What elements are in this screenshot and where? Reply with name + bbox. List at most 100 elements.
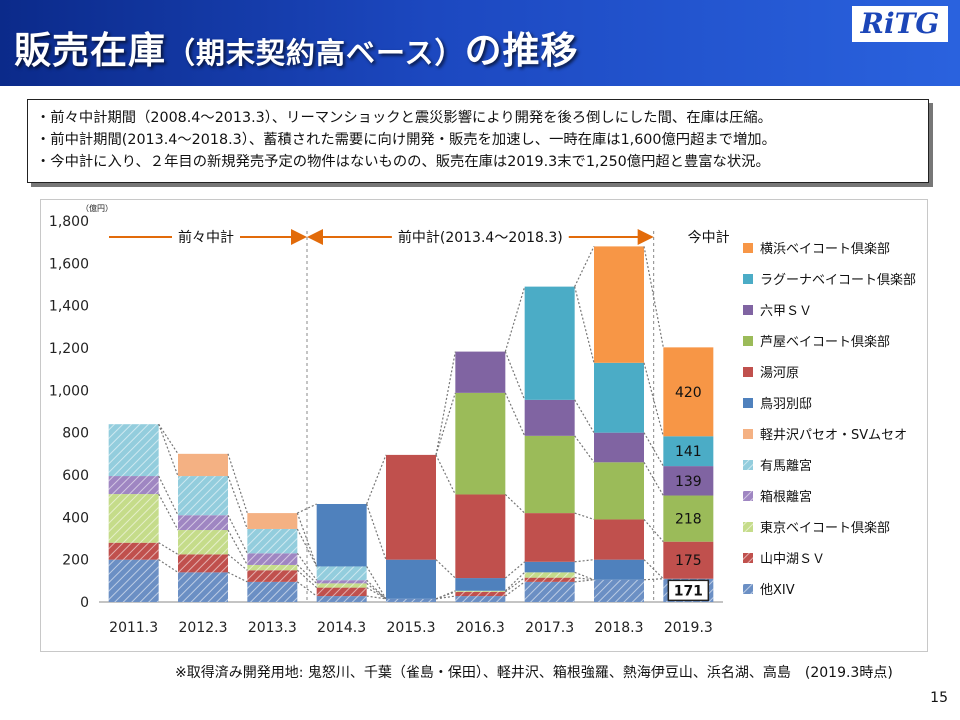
connector-line [435,595,456,600]
legend-label: 軽井沢パセオ・SVムセオ [760,428,907,443]
data-label-box [667,579,710,602]
connector-line [504,571,526,592]
connector-line [435,351,456,456]
legend-swatch [743,243,753,253]
bar-segment [594,519,644,560]
bar-segment [594,432,644,463]
connector-line [504,494,526,514]
bar-segment-hatch [316,587,367,597]
data-label: 218 [675,512,702,528]
y-tick-label: 1,400 [49,299,89,315]
legend-swatch [743,429,753,439]
connector-line [227,529,248,566]
bar-segment-hatch [455,590,506,592]
x-tick-label: 2015.3 [387,620,436,636]
connector-line [158,423,179,455]
period-label: 前々中計 [178,229,234,246]
bar-segment-hatch [178,515,228,531]
bar-segment-hatch [524,572,575,578]
connector-line [158,423,179,477]
y-tick-label: 400 [62,510,89,526]
legend-label: 山中湖ＳＶ [760,552,825,567]
bar-segment [594,362,644,433]
connector-line [366,503,387,560]
summary-box: ・前々中計期間（2008.4～2013.3）、リーマンショックと震災影響により開… [27,99,929,183]
legend-label: 有馬離宮 [760,458,812,474]
legend-label: 横浜ベイコート倶楽部 [760,241,890,257]
connector-line [297,503,317,514]
data-label: 171 [674,583,703,599]
bar-segment [594,559,644,580]
bar-segment-hatch [108,494,159,543]
bar-segment-hatch [247,581,298,602]
bar-segment-hatch [247,553,298,565]
title-sub: （期末契約高ベース） [166,36,465,70]
bar-segment-hatch [108,542,159,560]
bar-segment-hatch [316,583,367,588]
legend-label: 芦屋ベイコート倶楽部 [760,334,890,350]
bar-segment [663,541,714,579]
connector-line [435,590,456,600]
bar-segment [455,578,506,591]
connector-line [366,595,387,600]
bar-segment [594,246,644,363]
legend-label: 六甲ＳＶ [760,304,812,319]
x-tick-label: 2012.3 [179,620,228,636]
legend-label: 東京ベイコート倶楽部 [760,520,890,536]
bar-segment-hatch [247,564,298,571]
connector-line [435,392,456,456]
x-tick-label: 2014.3 [317,620,366,636]
bar-segment [386,559,436,599]
y-tick-label: 600 [62,468,89,484]
bar-segment [663,436,714,467]
x-tick-label: 2018.3 [595,620,644,636]
connector-line [574,571,595,581]
legend-swatch-hatch [743,522,753,532]
bar-segment [594,462,644,520]
connector-line [296,552,318,581]
data-label: 139 [675,474,702,490]
bar-segment [524,435,575,514]
connector-line [296,569,318,589]
title-tail: の推移 [464,29,579,72]
bar-segment [524,513,575,562]
connector-line [504,286,526,352]
page-number: 15 [930,690,948,706]
bar-segment [178,453,228,477]
x-tick-label: 2016.3 [456,620,505,636]
legend-swatch-hatch [743,584,753,594]
connector-line [435,559,456,579]
bar-segment [663,466,714,496]
connector-line [296,564,318,584]
connector-line [504,351,526,401]
bar-segment [247,513,298,529]
bar-segment-hatch [524,581,575,602]
connector-line [643,578,664,581]
connector-line [574,246,595,287]
connector-line [435,454,456,495]
bar-segment-hatch [455,591,506,597]
title-main: 販売在庫 [14,29,166,72]
legend-label: ラグーナベイコート倶楽部 [760,272,916,288]
summary-line: ・今中計に入り、２年目の新規発売予定の物件はないものの、販売在庫は2019.3末… [36,154,770,170]
data-label: 420 [675,385,702,401]
connector-line [643,246,664,348]
data-label: 175 [675,553,702,569]
y-tick-label: 1,200 [49,341,89,357]
bar-segment [524,561,575,573]
bar-segment-hatch [108,424,159,477]
bar-segment-hatch [316,596,367,602]
y-tick-label: 200 [62,553,89,569]
connector-line [366,579,387,600]
connector-line [643,362,664,437]
bar-segment-hatch [108,559,159,602]
period-label: 前中計(2013.4～2018.3) [398,229,563,246]
legend-swatch-hatch [743,553,753,563]
legend-label: 箱根離宮 [760,489,812,505]
legend-swatch [743,274,753,284]
connector-line [158,475,179,516]
connector-line [158,493,179,531]
bar-segment [455,494,506,579]
connector-line [504,392,526,437]
connector-line [435,591,456,600]
